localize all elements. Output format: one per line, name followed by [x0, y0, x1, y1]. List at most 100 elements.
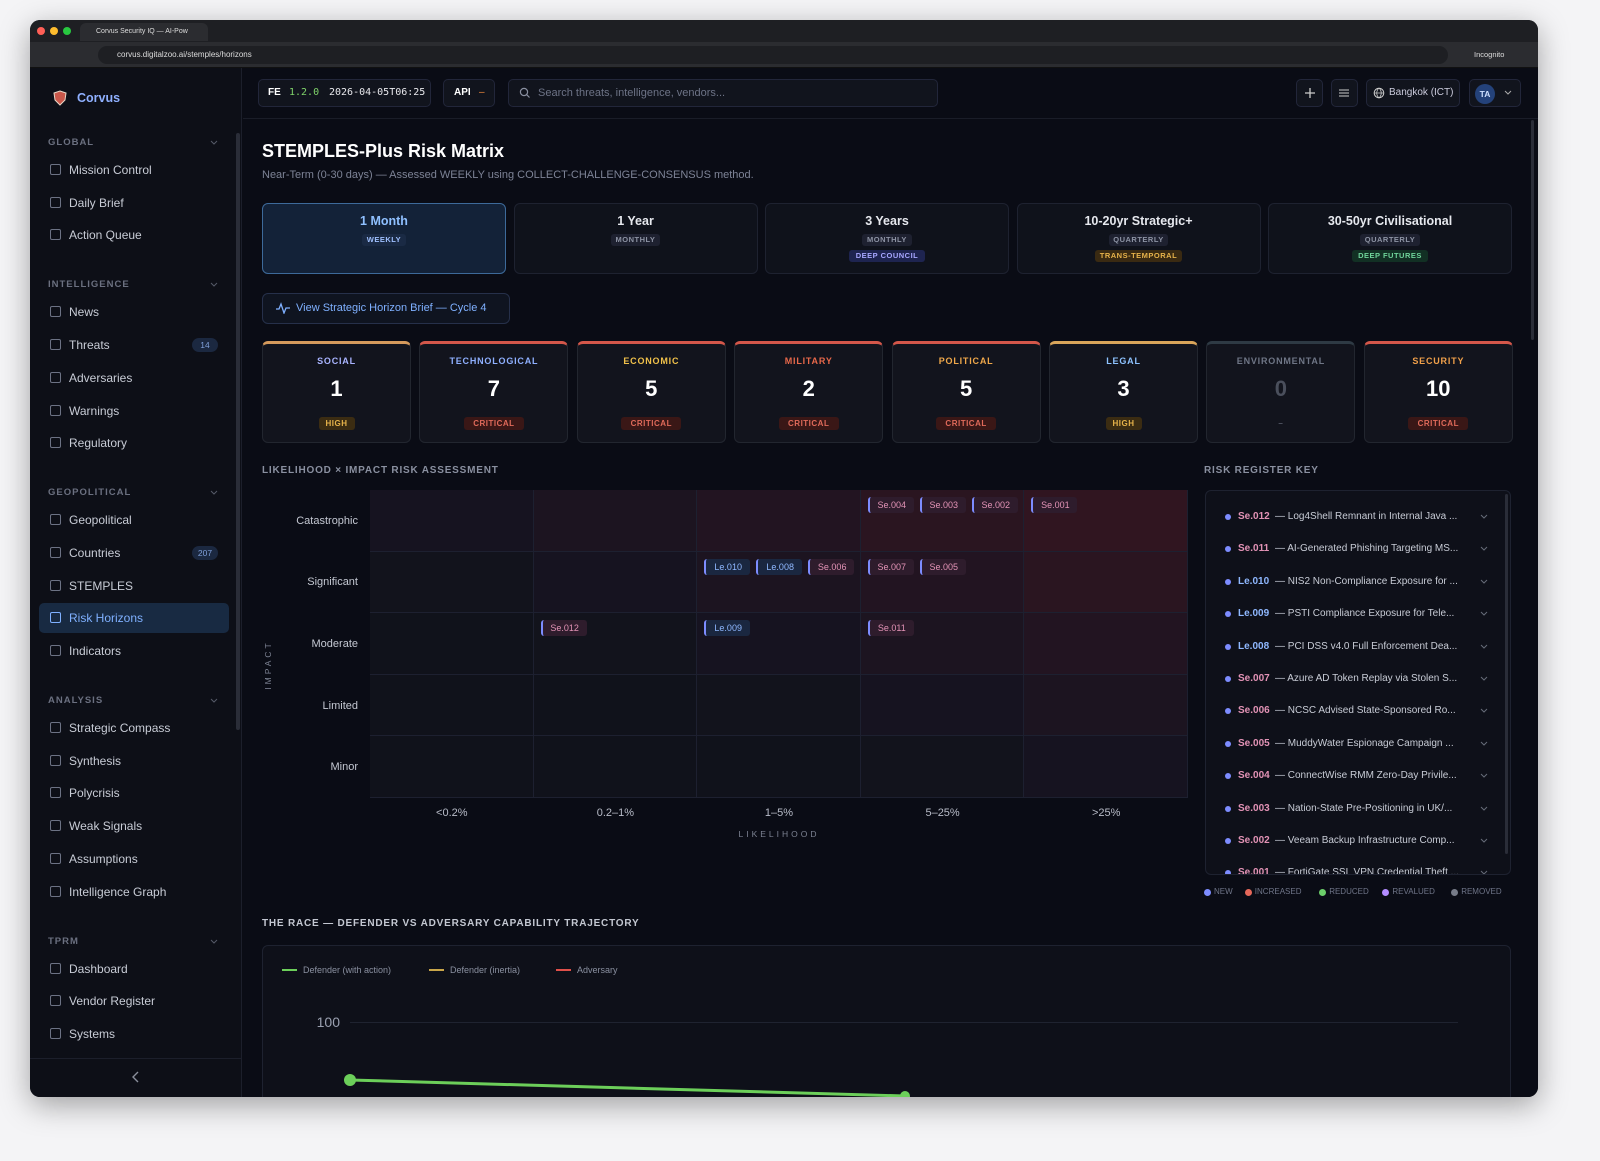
register-id[interactable]: Se.001	[1238, 867, 1270, 875]
legend-dot	[1319, 889, 1327, 896]
nav-icon	[50, 404, 61, 416]
user-chevron-svg	[1504, 90, 1512, 95]
brand-icon-svg	[53, 90, 67, 106]
horizon-tag: WEEKLY	[362, 234, 406, 246]
nav-item[interactable]: Indicators	[69, 644, 122, 658]
register-text[interactable]: — MuddyWater Espionage Campaign ...	[1275, 737, 1454, 749]
legend-dot	[1204, 889, 1211, 896]
status-dot	[1225, 870, 1231, 874]
register-id[interactable]: Se.005	[1238, 737, 1270, 749]
status-dot	[1225, 514, 1231, 520]
incognito-label: Incognito	[1474, 50, 1505, 59]
url-field[interactable]	[98, 46, 1448, 64]
nav-item[interactable]: Warnings	[69, 403, 120, 418]
nav-item[interactable]: Systems	[69, 1026, 116, 1041]
globe-icon-svg	[1373, 87, 1385, 99]
stemple-card[interactable]	[1206, 341, 1356, 443]
register-id[interactable]: Se.012	[1238, 511, 1270, 522]
risk-chip[interactable]: Le.008	[756, 558, 803, 575]
register-text[interactable]: — Azure AD Token Replay via Stolen S...	[1275, 673, 1458, 684]
risk-chip[interactable]: Se.012	[540, 620, 587, 637]
register-text[interactable]: — ConnectWise RMM Zero-Day Privile...	[1275, 770, 1457, 782]
status-dot	[1225, 773, 1231, 780]
register-text[interactable]: — NCSC Advised State-Sponsored Ro...	[1275, 705, 1456, 717]
risk-chip[interactable]: Le.010	[704, 558, 751, 575]
register-id[interactable]: Se.002	[1238, 835, 1270, 846]
search-box[interactable]	[508, 79, 938, 107]
register-text[interactable]: — Log4Shell Remnant in Internal Java ...	[1275, 511, 1458, 522]
api-status-box[interactable]	[443, 79, 495, 107]
risk-chip[interactable]: Se.003	[919, 497, 966, 513]
risk-chip[interactable]: Se.005	[919, 558, 966, 575]
register-text[interactable]: — FortiGate SSL VPN Credential Theft ...	[1275, 867, 1459, 875]
register-id[interactable]: Le.010	[1238, 575, 1270, 587]
risk-chip[interactable]: Se.004	[867, 497, 914, 513]
matrix-cell	[533, 551, 698, 614]
risk-chip[interactable]: Se.006	[808, 558, 855, 575]
nav-item[interactable]: Strategic Compass	[69, 721, 171, 735]
chevron-svg	[1480, 676, 1488, 681]
nav-item[interactable]: Risk Horizons	[69, 611, 144, 626]
status-dot	[1225, 611, 1231, 618]
nav-item[interactable]: Countries	[69, 545, 121, 560]
nav-icon	[50, 885, 61, 897]
impact-label: Catastrophic	[296, 514, 358, 527]
nav-item[interactable]: STEMPLES	[69, 578, 134, 593]
race-legend-label: Defender (inertia)	[450, 965, 521, 975]
matrix-cell	[370, 490, 534, 552]
register-id[interactable]: Se.011	[1238, 543, 1270, 555]
matrix-cell	[1024, 613, 1188, 675]
nav-item[interactable]: Dashboard	[69, 961, 128, 976]
register-chevron	[1480, 643, 1488, 651]
nav-item[interactable]: Daily Brief	[69, 195, 124, 210]
matrix-cell	[533, 490, 698, 552]
nav-item[interactable]: News	[69, 305, 100, 320]
nav-item[interactable]: Vendor Register	[69, 994, 156, 1009]
nav-icon	[50, 371, 61, 383]
risk-chip[interactable]: Se.007	[867, 558, 914, 575]
brief-button[interactable]	[262, 293, 510, 324]
register-id[interactable]: Se.003	[1238, 802, 1270, 814]
nav-item[interactable]: Action Queue	[69, 228, 142, 243]
register-id[interactable]: Se.006	[1238, 705, 1270, 717]
register-text[interactable]: — PSTI Compliance Exposure for Tele...	[1275, 608, 1455, 620]
risk-chip[interactable]: Se.002	[971, 497, 1018, 513]
nav-item[interactable]: Geopolitical	[69, 513, 132, 528]
register-id[interactable]: Le.008	[1238, 640, 1270, 652]
tab-bar	[30, 20, 1538, 42]
register-id[interactable]: Se.004	[1238, 770, 1270, 782]
nav-item[interactable]: Polycrisis	[69, 786, 120, 801]
register-id[interactable]: Se.007	[1238, 673, 1270, 684]
register-text[interactable]: — Nation-State Pre-Positioning in UK/...	[1275, 802, 1453, 814]
register-chevron	[1480, 869, 1488, 874]
nav-item[interactable]: Intelligence Graph	[69, 884, 167, 899]
nav-item[interactable]: Adversaries	[69, 370, 133, 385]
register-text[interactable]: — NIS2 Non-Compliance Exposure for ...	[1275, 575, 1458, 587]
nav-item[interactable]: Synthesis	[69, 753, 122, 768]
matrix-cell	[697, 674, 861, 737]
nav-item[interactable]: Mission Control	[69, 163, 152, 177]
stemple-level: HIGH	[1105, 417, 1142, 430]
risk-chip[interactable]: Se.001	[1031, 497, 1078, 513]
horizon-card[interactable]	[513, 203, 758, 274]
risk-chip[interactable]: Se.011	[867, 620, 914, 637]
nav-item[interactable]: Assumptions	[69, 851, 138, 866]
register-id[interactable]: Le.009	[1238, 608, 1270, 620]
legend-label: REVALUED	[1392, 887, 1435, 896]
browser-tab[interactable]: Corvus Security IQ — AI-Pow	[80, 23, 208, 41]
impact-label: Minor	[330, 761, 358, 774]
register-text[interactable]: — PCI DSS v4.0 Full Enforcement Dea...	[1275, 640, 1458, 652]
nav-item[interactable]: Threats	[69, 338, 110, 353]
stemple-name: MILITARY	[784, 356, 833, 366]
stemple-level: CRITICAL	[1408, 417, 1469, 430]
register-text[interactable]: — Veeam Backup Infrastructure Comp...	[1275, 835, 1455, 846]
race-legend-swatch	[556, 969, 571, 971]
horizon-title: 3 Years	[865, 214, 909, 228]
nav-icon	[50, 1027, 61, 1039]
nav-item[interactable]: Weak Signals	[69, 819, 143, 834]
nav-icon	[50, 514, 61, 526]
brief-link[interactable]: View Strategic Horizon Brief — Cycle 4	[296, 302, 487, 314]
register-text[interactable]: — AI-Generated Phishing Targeting MS...	[1275, 543, 1459, 555]
nav-item[interactable]: Regulatory	[69, 436, 128, 451]
risk-chip[interactable]: Le.009	[704, 620, 751, 637]
